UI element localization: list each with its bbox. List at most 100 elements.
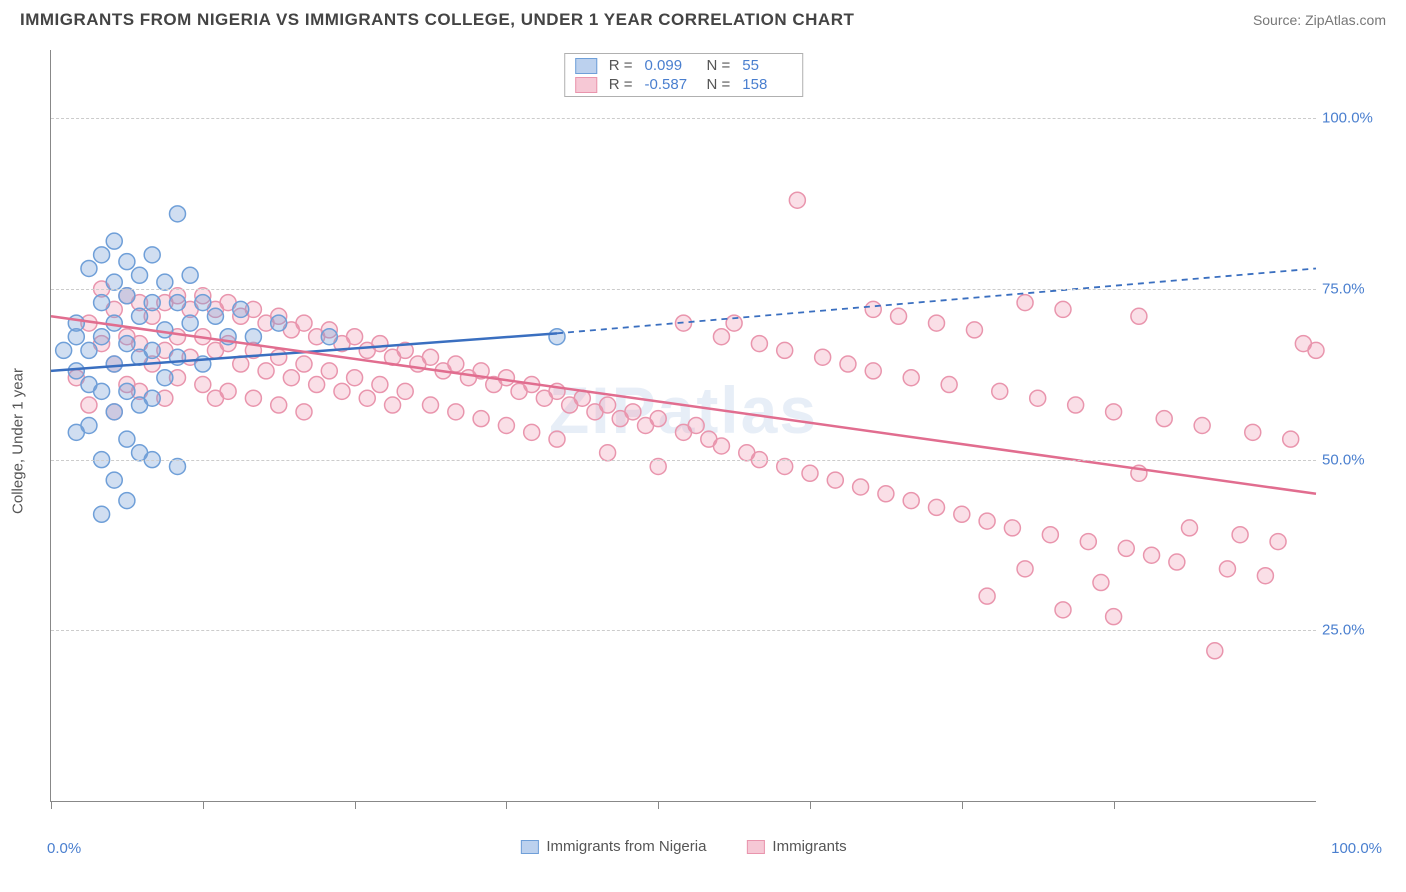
- scatter-point: [549, 329, 565, 345]
- scatter-point: [1055, 301, 1071, 317]
- x-tick-min: 0.0%: [47, 840, 81, 857]
- bottom-legend: Immigrants from Nigeria Immigrants: [520, 838, 846, 855]
- scatter-point: [81, 397, 97, 413]
- plot-svg: [51, 50, 1316, 801]
- stats-legend: R = 0.099 N = 55 R = -0.587 N = 158: [564, 53, 804, 97]
- scatter-point: [68, 315, 84, 331]
- scatter-point: [1106, 404, 1122, 420]
- scatter-point: [1030, 390, 1046, 406]
- scatter-point: [321, 363, 337, 379]
- scatter-point: [144, 390, 160, 406]
- scatter-point: [1004, 520, 1020, 536]
- scatter-point: [94, 295, 110, 311]
- grid-line: [51, 289, 1316, 290]
- scatter-point: [1068, 397, 1084, 413]
- trend-line: [51, 316, 1316, 494]
- scatter-point: [334, 383, 350, 399]
- legend-swatch-2: [746, 840, 764, 854]
- scatter-point: [777, 458, 793, 474]
- scatter-point: [448, 356, 464, 372]
- scatter-point: [1194, 418, 1210, 434]
- scatter-point: [625, 404, 641, 420]
- scatter-point: [132, 308, 148, 324]
- scatter-point: [372, 377, 388, 393]
- scatter-point: [94, 329, 110, 345]
- scatter-point: [498, 370, 514, 386]
- scatter-point: [979, 513, 995, 529]
- scatter-point: [650, 411, 666, 427]
- scatter-point: [119, 493, 135, 509]
- scatter-point: [182, 315, 198, 331]
- scatter-point: [600, 445, 616, 461]
- scatter-point: [106, 356, 122, 372]
- x-tick: [962, 801, 963, 809]
- x-tick: [658, 801, 659, 809]
- scatter-point: [296, 404, 312, 420]
- scatter-point: [157, 370, 173, 386]
- scatter-point: [903, 493, 919, 509]
- scatter-point: [119, 383, 135, 399]
- scatter-point: [56, 342, 72, 358]
- scatter-point: [81, 418, 97, 434]
- scatter-point: [359, 390, 375, 406]
- scatter-point: [182, 267, 198, 283]
- scatter-point: [321, 329, 337, 345]
- scatter-point: [954, 506, 970, 522]
- scatter-point: [94, 506, 110, 522]
- scatter-point: [81, 260, 97, 276]
- legend-label-1: Immigrants from Nigeria: [546, 838, 706, 855]
- scatter-point: [1207, 643, 1223, 659]
- scatter-point: [106, 315, 122, 331]
- scatter-point: [827, 472, 843, 488]
- legend-item-1: Immigrants from Nigeria: [520, 838, 706, 855]
- scatter-point: [157, 322, 173, 338]
- scatter-point: [929, 315, 945, 331]
- scatter-point: [751, 336, 767, 352]
- scatter-point: [777, 342, 793, 358]
- x-tick-max: 100.0%: [1331, 840, 1382, 857]
- scatter-point: [271, 349, 287, 365]
- grid-line: [51, 460, 1316, 461]
- scatter-point: [144, 247, 160, 263]
- scatter-point: [94, 383, 110, 399]
- stats-row-2: R = -0.587 N = 158: [575, 75, 793, 94]
- scatter-point: [853, 479, 869, 495]
- y-tick-label: 75.0%: [1322, 280, 1378, 297]
- scatter-point: [347, 370, 363, 386]
- scatter-point: [1118, 540, 1134, 556]
- scatter-point: [283, 370, 299, 386]
- scatter-point: [979, 588, 995, 604]
- scatter-point: [840, 356, 856, 372]
- chart-container: College, Under 1 year ZIPatlas R = 0.099…: [50, 50, 1386, 832]
- scatter-point: [372, 336, 388, 352]
- scatter-point: [119, 288, 135, 304]
- chart-header: IMMIGRANTS FROM NIGERIA VS IMMIGRANTS CO…: [0, 0, 1406, 36]
- stat-n-label: N =: [707, 76, 731, 93]
- stat-r-label: R =: [609, 76, 633, 93]
- scatter-point: [865, 301, 881, 317]
- scatter-point: [170, 206, 186, 222]
- scatter-point: [220, 383, 236, 399]
- stat-r-label: R =: [609, 57, 633, 74]
- x-tick: [203, 801, 204, 809]
- x-tick: [810, 801, 811, 809]
- y-axis-label: College, Under 1 year: [10, 368, 27, 514]
- scatter-point: [1131, 308, 1147, 324]
- scatter-point: [347, 329, 363, 345]
- stat-n-value-1: 55: [742, 57, 792, 74]
- scatter-point: [271, 315, 287, 331]
- scatter-point: [992, 383, 1008, 399]
- scatter-point: [144, 295, 160, 311]
- scatter-point: [144, 342, 160, 358]
- scatter-point: [170, 295, 186, 311]
- x-tick: [51, 801, 52, 809]
- scatter-point: [929, 499, 945, 515]
- scatter-point: [1017, 561, 1033, 577]
- scatter-point: [1182, 520, 1198, 536]
- scatter-point: [207, 308, 223, 324]
- scatter-point: [1144, 547, 1160, 563]
- scatter-point: [195, 377, 211, 393]
- stat-r-value-2: -0.587: [645, 76, 695, 93]
- x-tick: [1114, 801, 1115, 809]
- y-tick-label: 100.0%: [1322, 110, 1378, 127]
